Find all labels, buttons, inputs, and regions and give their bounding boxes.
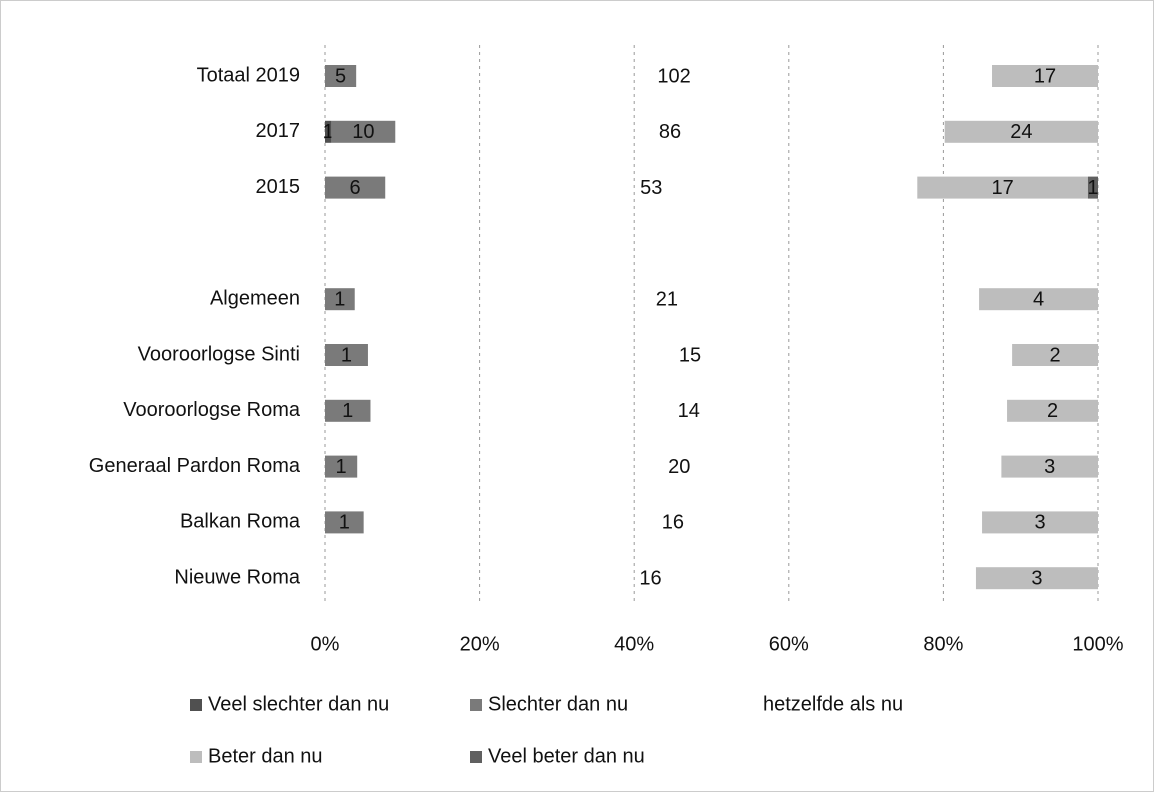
y-tick-label: Generaal Pardon Roma xyxy=(89,455,301,477)
bar-segment xyxy=(325,344,368,366)
data-label: 1 xyxy=(1087,177,1098,199)
legend-swatch xyxy=(190,699,202,711)
bar-segment xyxy=(325,511,364,534)
bar-segment xyxy=(982,511,1098,534)
bar-segment xyxy=(325,176,386,199)
data-label: 1 xyxy=(339,512,350,534)
legend-swatch xyxy=(470,751,482,763)
data-label: 2 xyxy=(1047,400,1058,422)
y-tick-label: Totaal 2019 xyxy=(197,64,300,86)
bar-segment xyxy=(992,65,1098,87)
x-tick-label: 40% xyxy=(614,633,654,655)
data-label: 14 xyxy=(678,400,700,422)
bar-segment xyxy=(331,120,396,143)
bar-segment xyxy=(325,455,358,478)
data-label: 16 xyxy=(639,567,661,589)
y-tick-label: Vooroorlogse Roma xyxy=(123,399,301,421)
y-tick-label: 2015 xyxy=(256,176,301,198)
x-tick-label: 60% xyxy=(769,633,809,655)
data-label: 16 xyxy=(662,512,684,534)
data-label: 15 xyxy=(679,344,701,366)
legend-swatch xyxy=(190,751,202,763)
legend-label: hetzelfde als nu xyxy=(763,693,903,715)
bar-segment xyxy=(325,120,332,143)
legend-label: Veel slechter dan nu xyxy=(208,693,389,715)
bar-segment xyxy=(1012,344,1098,366)
data-label: 1 xyxy=(341,344,352,366)
bar-segment xyxy=(917,176,1088,199)
bar-segment xyxy=(979,288,1098,311)
y-tick-label: Vooroorlogse Sinti xyxy=(138,343,300,365)
legend-label: Veel beter dan nu xyxy=(488,745,645,767)
data-label: 1 xyxy=(336,456,347,478)
x-tick-label: 100% xyxy=(1072,633,1123,655)
data-label: 1 xyxy=(323,121,334,143)
data-label: 3 xyxy=(1034,512,1045,534)
data-label: 1 xyxy=(342,400,353,422)
data-label: 3 xyxy=(1044,456,1055,478)
bar-segment xyxy=(325,399,371,422)
bar-segment xyxy=(1087,176,1098,199)
data-label: 21 xyxy=(656,288,678,310)
data-label: 24 xyxy=(1010,121,1032,143)
data-label: 102 xyxy=(657,65,690,87)
bar-segment xyxy=(1001,455,1098,478)
data-label: 86 xyxy=(659,121,681,143)
y-tick-label: Balkan Roma xyxy=(180,511,301,533)
data-label: 5 xyxy=(335,65,346,87)
data-label: 4 xyxy=(1033,288,1044,310)
data-label: 17 xyxy=(1034,65,1056,87)
legend-swatch xyxy=(470,699,482,711)
data-label: 53 xyxy=(640,177,662,199)
x-tick-label: 0% xyxy=(311,633,340,655)
x-tick-label: 20% xyxy=(460,633,500,655)
legend-label: Beter dan nu xyxy=(208,745,323,767)
data-label: 1 xyxy=(334,288,345,310)
legend-label: Slechter dan nu xyxy=(488,693,628,715)
data-label: 6 xyxy=(350,177,361,199)
y-tick-label: Algemeen xyxy=(210,287,300,309)
bar-segment xyxy=(975,567,1098,590)
bar-segment xyxy=(944,120,1098,143)
data-label: 3 xyxy=(1031,567,1042,589)
y-tick-label: 2017 xyxy=(256,120,301,142)
bar-segment xyxy=(1007,399,1098,422)
data-label: 17 xyxy=(992,177,1014,199)
y-tick-label: Nieuwe Roma xyxy=(174,566,300,588)
bar-segment xyxy=(325,288,355,311)
data-label: 2 xyxy=(1049,344,1060,366)
data-label: 20 xyxy=(668,456,690,478)
data-label: 10 xyxy=(352,121,374,143)
bar-segment xyxy=(325,65,357,87)
x-tick-label: 80% xyxy=(923,633,963,655)
